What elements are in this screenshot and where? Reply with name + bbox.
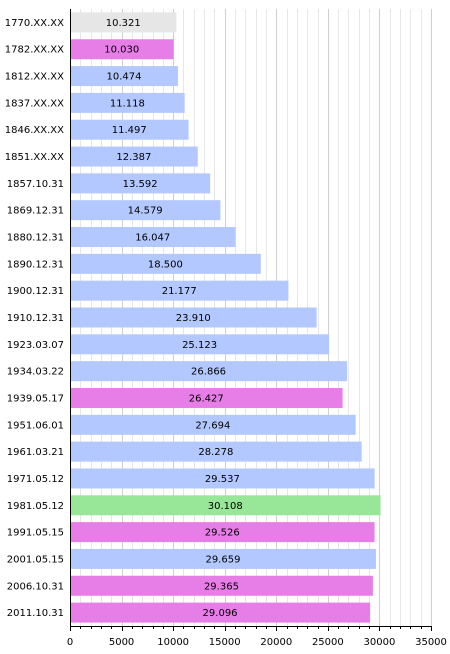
category-label: 1857.10.31 xyxy=(7,179,64,190)
bar xyxy=(70,522,375,543)
value-label: 11.497 xyxy=(112,125,147,136)
x-tick-label: 10000 xyxy=(157,637,189,648)
value-label: 10.321 xyxy=(106,18,141,29)
bar xyxy=(70,414,356,435)
value-label: 23.910 xyxy=(176,313,211,324)
x-tick-label: 5000 xyxy=(109,637,134,648)
category-label: 1880.12.31 xyxy=(7,233,64,244)
value-label: 29.537 xyxy=(205,474,240,485)
x-tick-label: 20000 xyxy=(260,637,292,648)
value-label: 29.365 xyxy=(204,581,239,592)
x-tick-label: 30000 xyxy=(364,637,396,648)
value-label: 29.096 xyxy=(203,608,238,619)
bars xyxy=(70,12,381,623)
value-label: 26.866 xyxy=(191,367,226,378)
bar xyxy=(70,575,373,596)
x-tick-label: 35000 xyxy=(415,637,447,648)
category-label: 1981.05.12 xyxy=(7,501,64,512)
bar xyxy=(70,361,348,382)
bar xyxy=(70,280,289,301)
category-label: 1934.03.22 xyxy=(7,367,64,378)
value-label: 10.474 xyxy=(107,72,142,83)
bar xyxy=(70,173,211,194)
bar xyxy=(70,200,221,221)
value-label: 27.694 xyxy=(195,420,230,431)
bar xyxy=(70,602,371,623)
x-axis xyxy=(70,9,432,631)
value-label: 13.592 xyxy=(123,179,158,190)
bar xyxy=(70,12,177,33)
category-label: 1991.05.15 xyxy=(7,528,64,539)
bar xyxy=(70,495,381,516)
value-label: 10.030 xyxy=(104,45,139,56)
value-label: 11.118 xyxy=(110,98,145,109)
bar xyxy=(70,146,198,167)
value-label: 21.177 xyxy=(162,286,197,297)
bar xyxy=(70,441,362,462)
bar xyxy=(70,468,375,489)
value-label: 16.047 xyxy=(135,233,170,244)
bar xyxy=(70,548,376,569)
category-label: 1900.12.31 xyxy=(7,286,64,297)
category-label: 1971.05.12 xyxy=(7,474,64,485)
category-label: 1961.03.21 xyxy=(7,447,64,458)
category-label: 2006.10.31 xyxy=(7,581,64,592)
category-label: 1851.XX.XX xyxy=(5,152,64,163)
bar xyxy=(70,253,261,274)
category-label: 1890.12.31 xyxy=(7,259,64,270)
value-label: 14.579 xyxy=(128,206,163,217)
bar xyxy=(70,92,185,113)
category-label: 1812.XX.XX xyxy=(5,72,64,83)
category-label: 1923.03.07 xyxy=(7,340,64,351)
bar xyxy=(70,334,330,355)
value-label: 29.659 xyxy=(205,554,240,565)
category-label: 2011.10.31 xyxy=(7,608,64,619)
category-label: 1869.12.31 xyxy=(7,206,64,217)
bar xyxy=(70,119,189,140)
bar xyxy=(70,227,236,248)
x-tick-label: 0 xyxy=(67,637,73,648)
value-label: 12.387 xyxy=(116,152,151,163)
category-label: 1770.XX.XX xyxy=(5,18,64,29)
bar xyxy=(70,39,174,60)
category-label: 1782.XX.XX xyxy=(5,45,64,56)
x-tick-label: 25000 xyxy=(312,637,344,648)
labels: 0 5000 10000 15000 20000 25000 30000 35000 1770.… xyxy=(5,18,447,648)
category-label: 1951.06.01 xyxy=(7,420,64,431)
bar xyxy=(70,307,317,328)
value-label: 18.500 xyxy=(148,259,183,270)
category-label: 1837.XX.XX xyxy=(5,98,64,109)
category-label: 2001.05.15 xyxy=(7,554,64,565)
bar xyxy=(70,387,343,408)
value-label: 30.108 xyxy=(208,501,243,512)
x-tick-label: 15000 xyxy=(209,637,241,648)
category-label: 1846.XX.XX xyxy=(5,125,64,136)
bar xyxy=(70,66,179,87)
category-label: 1939.05.17 xyxy=(7,393,64,404)
category-label: 1910.12.31 xyxy=(7,313,64,324)
value-label: 25.123 xyxy=(182,340,217,351)
value-label: 29.526 xyxy=(205,528,240,539)
value-label: 26.427 xyxy=(189,393,224,404)
value-label: 28.278 xyxy=(198,447,233,458)
